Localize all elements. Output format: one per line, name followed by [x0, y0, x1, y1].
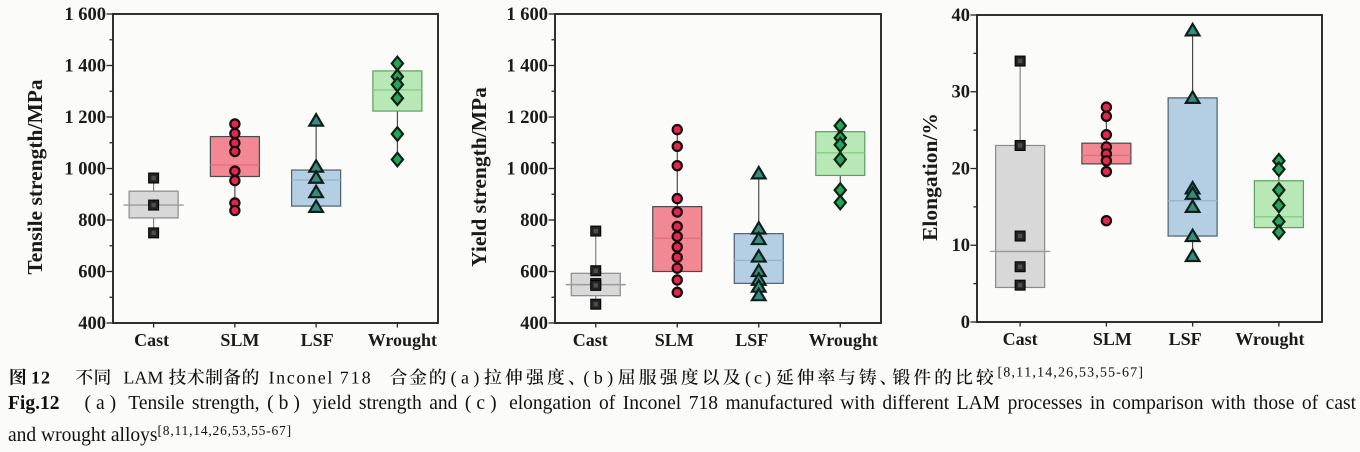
svg-text:Elongation/%: Elongation/%: [918, 113, 942, 241]
svg-text:20: 20: [952, 159, 971, 179]
svg-text:1 400: 1 400: [506, 56, 548, 76]
svg-text:SLM: SLM: [655, 330, 694, 350]
svg-text:Cast: Cast: [1003, 329, 1038, 349]
svg-text:Cast: Cast: [134, 330, 169, 350]
svg-text:400: 400: [520, 314, 548, 334]
svg-text:LSF: LSF: [735, 330, 768, 350]
svg-text:1 600: 1 600: [64, 5, 106, 25]
svg-text:1 600: 1 600: [506, 5, 548, 25]
svg-text:800: 800: [78, 211, 106, 231]
svg-text:LSF: LSF: [301, 330, 334, 350]
svg-text:1 200: 1 200: [506, 108, 548, 128]
svg-text:Wrought: Wrought: [368, 330, 437, 350]
svg-text:Cast: Cast: [573, 330, 608, 350]
svg-text:600: 600: [520, 262, 548, 282]
svg-text:Tensile strength/MPa: Tensile strength/MPa: [23, 79, 47, 275]
svg-text:SLM: SLM: [220, 330, 259, 350]
svg-text:SLM: SLM: [1093, 329, 1132, 349]
svg-text:1 400: 1 400: [64, 56, 106, 76]
svg-text:1 000: 1 000: [506, 159, 548, 179]
svg-text:600: 600: [78, 262, 106, 282]
svg-text:40: 40: [952, 6, 971, 26]
svg-text:Wrought: Wrought: [1235, 329, 1304, 349]
svg-text:1 200: 1 200: [64, 108, 106, 128]
svg-text:Wrought: Wrought: [809, 330, 878, 350]
svg-text:LSF: LSF: [1169, 329, 1202, 349]
svg-text:10: 10: [952, 236, 971, 256]
svg-text:30: 30: [952, 83, 971, 103]
svg-text:Yield strength/MPa: Yield strength/MPa: [467, 87, 491, 267]
svg-text:1 000: 1 000: [64, 159, 106, 179]
svg-text:400: 400: [78, 314, 106, 334]
svg-text:0: 0: [961, 313, 970, 333]
svg-text:800: 800: [520, 211, 548, 231]
